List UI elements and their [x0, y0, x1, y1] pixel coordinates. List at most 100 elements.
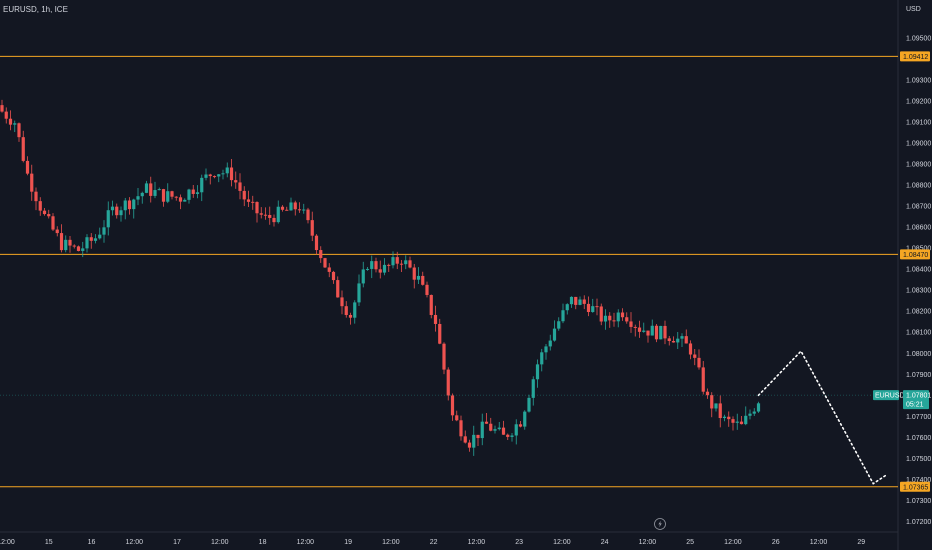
candle-body — [425, 284, 429, 295]
projection-line[interactable] — [757, 349, 887, 485]
candle-body — [688, 343, 693, 355]
candle-body — [701, 367, 705, 392]
candle-body — [106, 210, 110, 228]
level-price-label: 1.08470 — [903, 252, 928, 259]
candle-body — [132, 199, 136, 210]
candle-body — [297, 209, 302, 211]
candle-body — [378, 269, 382, 273]
time-axis-label: 12:00 — [211, 539, 229, 546]
time-axis-label: 12:00 — [297, 539, 315, 546]
candle-body — [710, 395, 714, 409]
price-tick-label: 1.08600 — [906, 225, 931, 232]
candle-body — [93, 238, 98, 241]
candle-body — [72, 245, 76, 247]
price-tick-label: 1.08400 — [906, 267, 931, 274]
candle-body — [467, 442, 472, 448]
price-tick-label: 1.07400 — [906, 477, 931, 484]
candle-body — [676, 338, 680, 343]
candle-body — [136, 196, 140, 200]
candle-body — [242, 190, 246, 200]
candle-body — [47, 214, 51, 217]
candle-body — [510, 435, 514, 437]
candle-body — [276, 206, 280, 223]
candle-body — [718, 403, 722, 419]
candle-body — [654, 325, 659, 340]
candle-body — [4, 111, 8, 119]
price-tick-label: 1.08800 — [906, 183, 931, 190]
level-price-badge — [900, 51, 930, 62]
time-axis-label: 19 — [344, 539, 352, 546]
price-tick-label: 1.08200 — [906, 309, 931, 316]
candle-body — [89, 237, 93, 241]
price-tick-label: 1.08700 — [906, 204, 931, 211]
candle-body — [140, 192, 144, 197]
level-price-label: 1.09412 — [903, 54, 928, 61]
candle-body — [544, 346, 548, 353]
candle-body — [671, 340, 676, 343]
candle-body — [535, 364, 540, 380]
candle-body — [595, 306, 599, 308]
current-price-marker: EURUSD 1.07801 05:21 — [0, 390, 931, 410]
price-tick-label: 1.08100 — [906, 330, 931, 337]
candle-body — [748, 413, 752, 416]
candle-body — [246, 199, 251, 202]
candle-body — [81, 248, 85, 251]
candle-body — [323, 258, 327, 268]
price-tick-label: 1.09000 — [906, 140, 931, 147]
candle-body — [501, 427, 506, 435]
candle-body — [187, 189, 191, 200]
candle-body — [166, 191, 170, 202]
candle-body — [178, 197, 183, 202]
candle-body — [157, 189, 161, 191]
candle-body — [365, 268, 370, 270]
projection-path[interactable] — [757, 349, 887, 485]
price-scale[interactable]: 1.09500 1.09300 1.09200 1.09100 1.09000 1.089… — [906, 35, 931, 526]
candle-body — [455, 415, 459, 421]
level-price-label: 1.07365 — [903, 484, 928, 491]
candle-body — [361, 269, 365, 284]
candle-body — [310, 220, 314, 236]
candle-body — [331, 271, 336, 281]
candle-body — [603, 315, 608, 322]
candle-body — [208, 174, 212, 177]
lightning-icon[interactable] — [654, 518, 666, 530]
candle-body — [680, 336, 684, 339]
candle-body — [540, 352, 544, 365]
candle-body — [591, 306, 595, 313]
candle-body — [514, 424, 518, 436]
candle-body — [693, 354, 697, 358]
time-axis-label: 12:00 — [468, 539, 486, 546]
candle-body — [51, 216, 55, 230]
candle-body — [55, 229, 59, 234]
candle-body — [98, 234, 102, 239]
price-tick-label: 1.07500 — [906, 456, 931, 463]
price-tick-label: 1.09100 — [906, 119, 931, 126]
time-axis[interactable]: 12:00 15 16 12:00 17 12:00 18 12:00 19 12:00 22 12:… — [0, 539, 865, 546]
horizontal-levels[interactable]: 1.09412 1.08470 1.07365 — [0, 51, 930, 492]
candle-body — [374, 261, 378, 270]
candle-body — [616, 312, 620, 322]
candle-body — [391, 257, 395, 266]
time-axis-label: 16 — [88, 539, 96, 546]
candle-body — [476, 434, 480, 439]
time-axis-label: 18 — [259, 539, 267, 546]
candle-body — [42, 210, 47, 215]
price-tick-label: 1.07900 — [906, 372, 931, 379]
candle-body — [327, 267, 331, 272]
candle-body — [472, 434, 476, 448]
currency-label: USD — [906, 6, 921, 13]
candle-body — [637, 327, 642, 332]
time-axis-label: 12:00 — [0, 539, 15, 546]
candle-body — [480, 421, 484, 439]
candle-body — [340, 297, 344, 307]
candle-body — [404, 260, 408, 265]
candle-body — [399, 263, 404, 265]
candle-body — [68, 239, 72, 246]
price-tick-label: 1.08000 — [906, 351, 931, 358]
candle-body — [387, 264, 391, 266]
candle-body — [735, 421, 739, 423]
time-axis-label: 15 — [45, 539, 53, 546]
candle-body — [25, 160, 30, 174]
candle-body — [442, 343, 446, 370]
